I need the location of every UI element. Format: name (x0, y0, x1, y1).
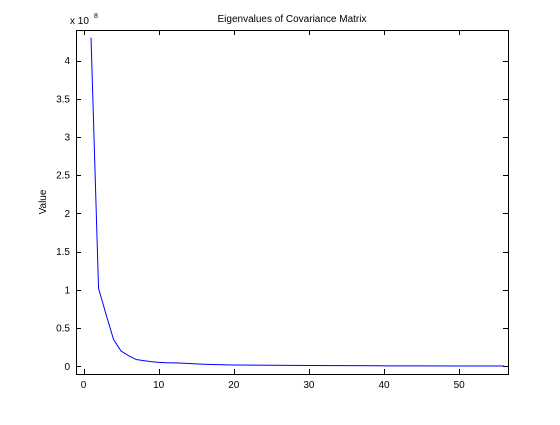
y-tick-label: 1.5 (56, 247, 70, 258)
x-tick-label: 20 (228, 380, 240, 391)
y-tick-label: 0.5 (56, 324, 70, 335)
x-tick-label: 0 (81, 380, 87, 391)
series-line-1 (90, 37, 505, 367)
y-tick-label: 3 (64, 133, 70, 144)
y-tick-label: 0 (64, 362, 70, 373)
y-axis-label: Value (38, 189, 49, 214)
x-tick-label: 40 (378, 380, 390, 391)
x-tick-label: 50 (454, 380, 466, 391)
y-tick-label: 2 (64, 209, 70, 220)
x-tick-label: 10 (153, 380, 165, 391)
y-exponent-power: 8 (94, 13, 98, 20)
plot-frame (76, 30, 509, 375)
chart-title: Eigenvalues of Covariance Matrix (218, 14, 367, 25)
plot-area (76, 30, 508, 374)
y-tick-label: 1 (64, 285, 70, 296)
y-tick-label: 4 (64, 56, 70, 67)
y-exponent-prefix: x 10 (70, 16, 89, 27)
y-tick-label: 3.5 (56, 94, 70, 105)
y-axis-exponent: x 10 8 (70, 13, 98, 27)
y-tick-label: 2.5 (56, 171, 70, 182)
x-tick-label: 30 (303, 380, 315, 391)
data-marks (90, 37, 505, 367)
